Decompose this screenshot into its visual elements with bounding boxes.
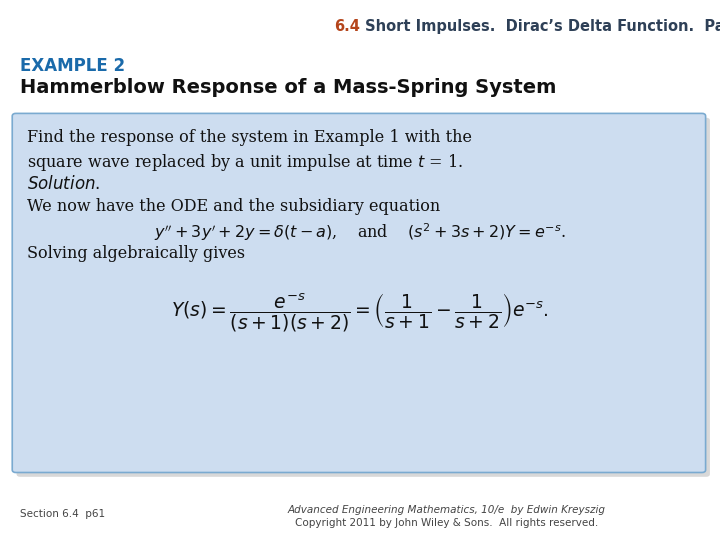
Text: Hammerblow Response of a Mass-Spring System: Hammerblow Response of a Mass-Spring Sys… [20, 78, 557, 97]
Text: $\mathbf{\mathit{Solution.}}$: $\mathbf{\mathit{Solution.}}$ [27, 175, 101, 193]
Text: Section 6.4  p61: Section 6.4 p61 [20, 509, 105, 519]
Text: Advanced Engineering Mathematics, 10/e  by Edwin Kreyszig: Advanced Engineering Mathematics, 10/e b… [287, 505, 606, 515]
Text: Copyright 2011 by John Wiley & Sons.  All rights reserved.: Copyright 2011 by John Wiley & Sons. All… [294, 518, 598, 528]
Text: We now have the ODE and the subsidiary equation: We now have the ODE and the subsidiary e… [27, 198, 441, 214]
FancyBboxPatch shape [12, 113, 706, 472]
Text: EXAMPLE 2: EXAMPLE 2 [20, 57, 125, 75]
Text: $Y(s) = \dfrac{e^{-s}}{(s+1)(s+2)} = \left(\dfrac{1}{s+1} - \dfrac{1}{s+2}\right: $Y(s) = \dfrac{e^{-s}}{(s+1)(s+2)} = \le… [171, 292, 549, 334]
Text: $y'' + 3y' + 2y = \delta(t - a)$,    and    $(s^2 + 3s + 2)Y = e^{-s}$.: $y'' + 3y' + 2y = \delta(t - a)$, and $(… [154, 221, 566, 243]
Text: square wave replaced by a unit impulse at time $t$ = 1.: square wave replaced by a unit impulse a… [27, 152, 464, 173]
Text: 6.4: 6.4 [334, 19, 360, 35]
Text: Short Impulses.  Dirac’s Delta Function.  Partial Fractions: Short Impulses. Dirac’s Delta Function. … [360, 19, 720, 35]
Text: Solving algebraically gives: Solving algebraically gives [27, 245, 246, 262]
Text: Find the response of the system in Example 1 with the: Find the response of the system in Examp… [27, 129, 472, 145]
FancyBboxPatch shape [17, 118, 710, 477]
